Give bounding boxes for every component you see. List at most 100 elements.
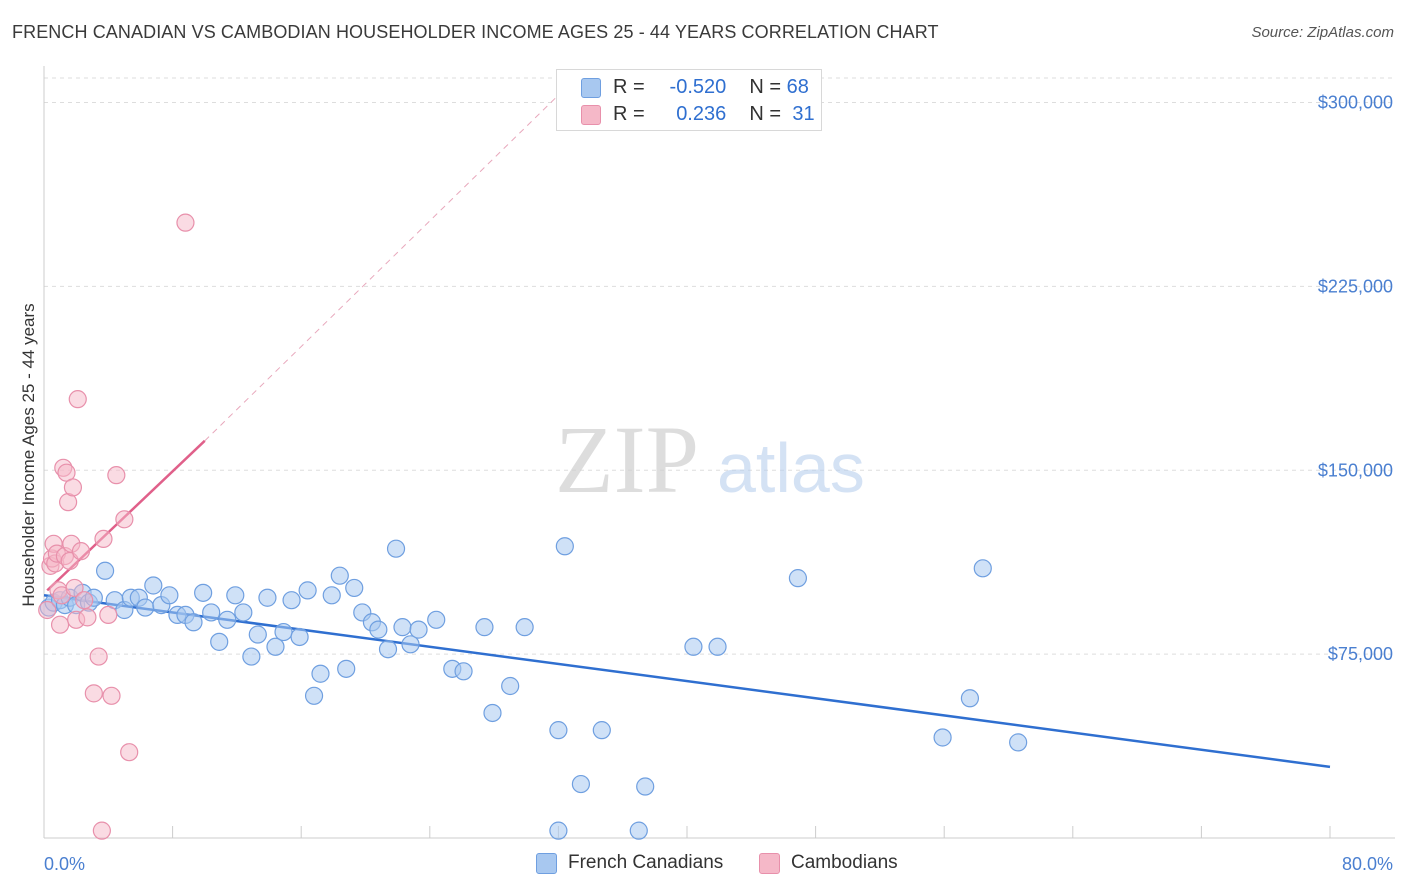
cambodian-trend-extension [204, 94, 559, 442]
legend-n-label: N = [749, 76, 782, 98]
french-point [475, 618, 494, 637]
cambodian-point [65, 578, 84, 598]
french-point [592, 721, 611, 740]
french-n-value: 68 [786, 76, 809, 98]
cambodian-legend-icon [759, 853, 780, 874]
cambodian-point [89, 647, 108, 666]
french-point [636, 777, 655, 796]
french-point [337, 659, 356, 678]
cambodian-point [94, 529, 113, 549]
watermark-atlas: atlas [717, 429, 865, 507]
french-point [345, 578, 364, 598]
source-label: Source: ZipAtlas.com [1251, 24, 1394, 41]
french-point [330, 566, 349, 585]
cambodian-r-value: 0.236 [676, 103, 727, 125]
data-points [38, 213, 1028, 840]
y-tick-labels: $75,000 $150,000 $225,000 $300,000 [1318, 93, 1393, 665]
french-point [298, 581, 317, 600]
french-point [282, 591, 301, 610]
french-point [290, 627, 309, 647]
legend-n-label: N = [749, 103, 782, 125]
y-tick-label: $225,000 [1318, 276, 1393, 296]
french-point [549, 821, 568, 840]
french-point [788, 569, 808, 588]
french-point [386, 539, 406, 558]
x-tick-labels: 0.0% 80.0% [44, 854, 1393, 874]
french-point [304, 686, 324, 705]
french-point [95, 561, 115, 580]
french-point [1009, 733, 1028, 752]
french-legend-label: French Canadians [568, 852, 724, 873]
french-point [136, 598, 155, 617]
french-point [311, 664, 330, 683]
legend-r-label: R = [613, 76, 645, 98]
french-point [378, 640, 398, 659]
cambodian-point [99, 605, 118, 625]
french-point [202, 603, 221, 622]
french-legend-icon [536, 853, 557, 874]
french-point [515, 618, 534, 637]
french-point [571, 774, 591, 794]
cambodian-point [120, 743, 139, 762]
y-tick-label: $75,000 [1328, 644, 1393, 664]
french-point [322, 586, 341, 605]
french-point [393, 618, 412, 637]
cambodian-swatch-icon [581, 105, 601, 125]
cambodian-point [38, 600, 57, 620]
cambodian-point [84, 684, 103, 703]
x-tick-label: 80.0% [1342, 854, 1393, 874]
cambodian-point [78, 608, 97, 627]
french-point [401, 635, 420, 654]
french-trend-line [43, 594, 1331, 769]
french-point [409, 620, 428, 639]
french-point [369, 620, 388, 639]
french-point [960, 689, 980, 708]
watermark-zip: ZIP [555, 406, 699, 513]
french-point [144, 576, 163, 595]
french-point [483, 703, 502, 723]
french-point [258, 588, 277, 607]
cambodian-point [92, 821, 111, 840]
french-point [234, 603, 253, 622]
correlation-legend: R = -0.520 N = 68 R = 0.236 N = 31 [556, 69, 822, 131]
cambodian-point [75, 591, 94, 610]
french-point [248, 625, 267, 644]
french-swatch-icon [581, 78, 601, 98]
french-point [274, 622, 293, 642]
cambodian-point [71, 542, 91, 561]
y-tick-label: $150,000 [1318, 460, 1393, 480]
french-point [501, 676, 520, 696]
x-tick-label: 0.0% [44, 854, 85, 874]
french-r-value: -0.520 [669, 76, 727, 98]
y-tick-label: $300,000 [1318, 93, 1393, 113]
french-point [684, 637, 703, 656]
cambodian-point [115, 510, 134, 529]
french-point [226, 586, 245, 605]
french-point [549, 721, 568, 740]
french-point [266, 637, 285, 656]
french-point [194, 583, 213, 602]
french-point [629, 821, 648, 840]
cambodian-legend-label: Cambodians [791, 852, 898, 873]
french-point [708, 637, 727, 656]
gridlines [44, 77, 1395, 655]
french-point [210, 632, 229, 651]
french-point [184, 613, 203, 632]
y-axis-title: Householder Income Ages 25 - 44 years [19, 303, 38, 606]
french-point [218, 610, 237, 629]
watermark: ZIP atlas [555, 406, 865, 513]
french-point [973, 559, 992, 578]
french-point [242, 647, 261, 666]
cambodian-point [68, 390, 87, 409]
cambodian-n-value: 31 [792, 103, 815, 125]
cambodian-point [102, 686, 121, 705]
french-point [933, 728, 952, 747]
cambodian-point [50, 615, 70, 634]
cambodian-point [63, 478, 83, 497]
french-point [555, 537, 574, 556]
french-point [427, 610, 446, 629]
chart-title: FRENCH CANADIAN VS CAMBODIAN HOUSEHOLDER… [12, 22, 939, 42]
cambodian-point [176, 213, 195, 232]
french-point [160, 586, 179, 605]
